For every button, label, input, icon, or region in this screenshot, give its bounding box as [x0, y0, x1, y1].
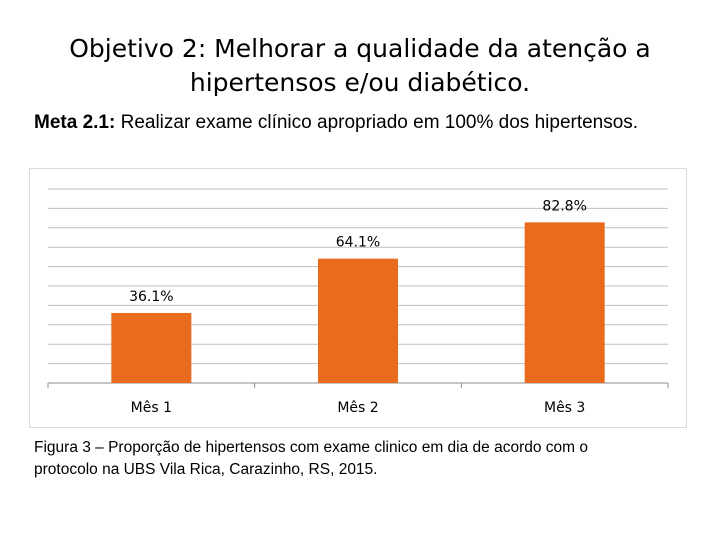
- slide-title-line-2: hipertensos e/ou diabético.: [189, 68, 531, 97]
- data-label-3: 82.8%: [542, 198, 586, 214]
- bar-chart: 36.1% Mês 1 64.1% Mês 2 82.8% Mês 3: [29, 168, 687, 428]
- x-tick-label-2: Mês 2: [337, 400, 378, 416]
- x-tick-label-3: Mês 3: [544, 400, 585, 416]
- goal-text: Realizar exame clínico apropriado em 100…: [115, 112, 639, 133]
- data-label-1: 36.1%: [129, 289, 173, 305]
- data-label-2: 64.1%: [336, 235, 380, 251]
- goal-label: Meta 2.1:: [34, 112, 116, 133]
- figure-caption-line-2: protocolo na UBS Vila Rica, Carazinho, R…: [34, 461, 378, 478]
- goal-statement: Meta 2.1: Realizar exame clínico apropri…: [34, 112, 714, 134]
- slide-title-line-1: Objetivo 2: Melhorar a qualidade da aten…: [69, 34, 651, 63]
- bar-3: [524, 222, 605, 383]
- figure-caption-line-1: Figura 3 – Proporção de hipertensos com …: [34, 439, 588, 456]
- bar-2: [318, 258, 398, 383]
- slide-title: Objetivo 2: Melhorar a qualidade da aten…: [40, 32, 680, 100]
- bar-chart-svg: 36.1% Mês 1 64.1% Mês 2 82.8% Mês 3: [47, 188, 669, 416]
- bar-1: [111, 312, 192, 383]
- x-tick-label-1: Mês 1: [131, 400, 172, 416]
- figure-caption: Figura 3 – Proporção de hipertensos com …: [34, 437, 704, 481]
